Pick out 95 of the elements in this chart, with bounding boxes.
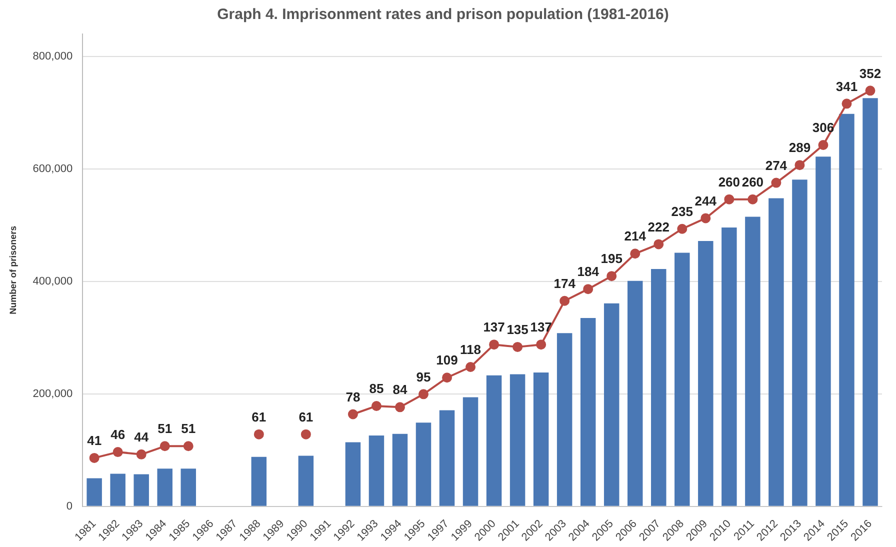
point <box>512 342 523 352</box>
data-label: 41 <box>87 433 102 448</box>
data-label: 235 <box>671 204 693 219</box>
bar <box>439 410 455 506</box>
bar <box>792 180 808 506</box>
point <box>112 447 123 458</box>
y-tick-label: 800,000 <box>32 50 73 63</box>
bar <box>768 198 784 506</box>
y-tick-label: 600,000 <box>32 162 73 175</box>
point <box>630 248 640 259</box>
point <box>466 362 476 372</box>
bar <box>110 474 126 506</box>
point <box>348 409 358 420</box>
bar <box>486 375 502 506</box>
point <box>865 86 876 96</box>
y-axis-title: Number of prisoners <box>8 226 18 314</box>
bar <box>651 269 666 506</box>
data-label: 78 <box>346 389 360 404</box>
bar <box>839 114 854 506</box>
point <box>560 296 570 306</box>
point <box>442 372 452 383</box>
data-label: 260 <box>742 174 764 190</box>
data-label: 61 <box>298 409 314 424</box>
bar <box>556 333 572 506</box>
bar <box>416 422 432 506</box>
bar <box>510 374 526 506</box>
point <box>394 402 405 412</box>
data-label: 137 <box>483 320 505 335</box>
point <box>724 194 734 204</box>
bar <box>180 468 196 506</box>
data-label: 51 <box>158 421 172 436</box>
data-label: 214 <box>624 228 647 244</box>
data-label: 184 <box>577 264 600 280</box>
bar <box>345 442 361 506</box>
bar <box>533 372 549 506</box>
data-label: 274 <box>765 158 788 173</box>
point <box>606 271 617 282</box>
y-tick-label: 400,000 <box>32 275 73 288</box>
point <box>371 400 382 411</box>
point <box>677 224 688 234</box>
point <box>794 160 805 170</box>
point <box>489 340 500 350</box>
point <box>654 239 664 250</box>
data-label: 244 <box>694 193 718 208</box>
data-label: 289 <box>788 140 811 156</box>
bar <box>134 474 149 506</box>
data-label: 84 <box>392 382 408 398</box>
bar <box>251 456 267 506</box>
y-tick-label: 200,000 <box>32 388 73 400</box>
point <box>254 429 264 440</box>
data-label: 341 <box>836 78 858 94</box>
bar <box>627 280 643 506</box>
data-label: 135 <box>506 322 528 338</box>
y-tick-label: 0 <box>66 500 73 512</box>
bar <box>462 397 478 506</box>
data-label: 222 <box>648 219 670 234</box>
data-label: 95 <box>416 369 431 384</box>
point <box>136 449 146 460</box>
data-label: 174 <box>554 276 576 291</box>
bar <box>698 240 714 506</box>
chart-title: Graph 4. Imprisonment rates and prison population (1981-2016) <box>217 6 669 24</box>
data-label: 44 <box>134 429 150 444</box>
bar <box>157 468 172 506</box>
data-label: 260 <box>718 174 740 190</box>
bar <box>722 227 737 506</box>
bar <box>368 436 384 506</box>
bar <box>674 252 690 506</box>
data-label: 85 <box>369 381 384 396</box>
bar <box>86 478 102 506</box>
bar <box>745 216 760 506</box>
bar <box>816 156 831 506</box>
data-label: 46 <box>110 427 126 442</box>
data-label: 195 <box>600 251 622 266</box>
data-label: 352 <box>859 66 882 81</box>
point <box>700 213 711 224</box>
point <box>583 284 594 294</box>
point <box>771 178 782 188</box>
point <box>183 441 194 452</box>
bar <box>392 434 408 506</box>
point <box>160 441 170 452</box>
data-label: 61 <box>252 409 266 424</box>
point <box>418 389 428 400</box>
bar <box>580 318 596 506</box>
point <box>842 98 852 109</box>
point <box>748 194 758 204</box>
bar <box>862 98 878 506</box>
bar <box>604 303 620 506</box>
data-label: 118 <box>460 342 482 358</box>
point <box>89 452 100 463</box>
point <box>536 340 546 350</box>
bar <box>298 456 314 506</box>
point <box>818 140 828 150</box>
data-label: 109 <box>436 352 458 368</box>
data-label: 51 <box>181 421 196 436</box>
point <box>300 429 311 440</box>
